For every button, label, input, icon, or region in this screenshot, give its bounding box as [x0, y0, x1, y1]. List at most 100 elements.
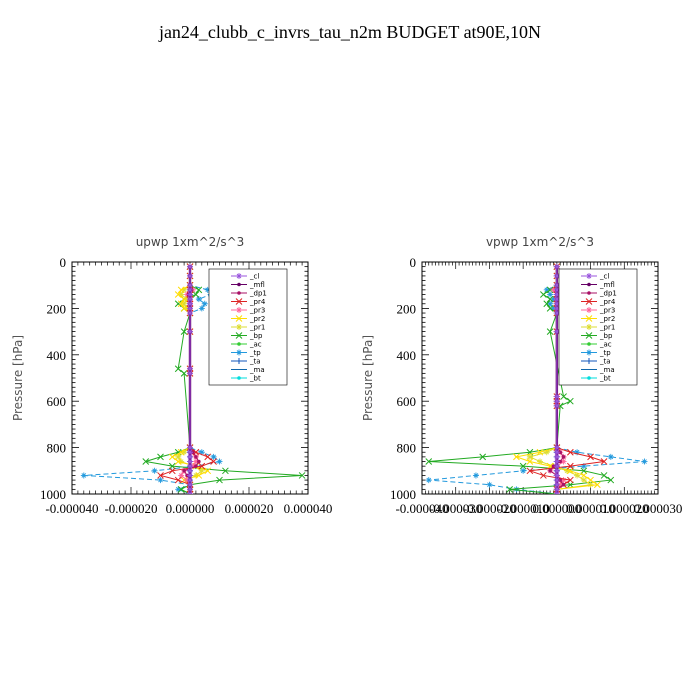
- data-point-tp: [543, 286, 550, 293]
- data-point-pr2: [204, 467, 212, 475]
- legend-box: [208, 268, 288, 386]
- data-point-pr4: [204, 453, 212, 461]
- data-point-bp: [298, 472, 306, 479]
- data-point-tp: [550, 296, 557, 303]
- data-point-bp: [566, 397, 574, 405]
- data-point-bp: [177, 486, 185, 493]
- legend-marker: [586, 349, 592, 356]
- data-point-cl: [187, 481, 193, 488]
- data-point-pr3: [560, 458, 567, 465]
- data-point-pr2: [177, 448, 185, 456]
- y-axis-label: Pressure [hPa]: [11, 335, 25, 421]
- panel-upwp: upwp 1xm^2/s^3 Pressure [hPa] 0 200 400 600 80…: [11, 235, 332, 516]
- data-point-pr1: [178, 291, 185, 298]
- data-point-tp: [486, 481, 493, 488]
- data-point-tp: [198, 305, 205, 312]
- data-point-tp: [157, 477, 164, 484]
- legend-marker: [585, 298, 593, 305]
- x-tick-label: 0.000000: [166, 501, 215, 516]
- legend-marker: [586, 358, 592, 364]
- legend-label: _bp: [599, 332, 613, 340]
- data-point-cl: [553, 282, 560, 289]
- legend-marker: [237, 376, 241, 380]
- data-point-pr4: [566, 476, 574, 484]
- data-point-cl: [553, 444, 560, 451]
- data-point-pr2: [180, 295, 188, 303]
- legend-marker: [587, 376, 591, 380]
- data-point-dp1: [194, 455, 198, 459]
- y-tick-label: 800: [397, 441, 417, 456]
- data-point-cl: [187, 282, 193, 289]
- data-point-pr1: [192, 472, 199, 479]
- legend-marker: [586, 307, 592, 313]
- data-point-bp: [425, 458, 433, 465]
- data-point-cl: [553, 463, 560, 470]
- data-point-tp: [641, 458, 648, 465]
- data-point-tp: [175, 486, 182, 493]
- data-point-pr4: [526, 467, 534, 475]
- legend-label: _ac: [249, 341, 262, 349]
- data-point-pr4: [587, 453, 594, 461]
- x-tick-label: 0.000020: [225, 501, 274, 516]
- data-point-cl: [187, 458, 193, 465]
- y-tick-label: 1000: [390, 487, 416, 502]
- y-axis-label: Pressure [hPa]: [361, 335, 375, 421]
- data-point-bp: [546, 295, 554, 303]
- data-point-pr1: [175, 453, 182, 460]
- data-point-bp: [222, 467, 229, 475]
- data-point-pr4: [174, 476, 182, 484]
- data-point-cl: [553, 467, 560, 474]
- data-point-bp: [192, 291, 200, 298]
- legend-label: _ma: [249, 366, 265, 374]
- data-point-bp: [546, 305, 554, 312]
- data-point-pr1: [587, 481, 594, 488]
- data-point-cl: [553, 286, 560, 293]
- data-point-tp: [216, 458, 223, 465]
- legend-label: _pr1: [599, 324, 615, 332]
- data-point-dp1: [194, 464, 198, 468]
- data-point-cl: [553, 453, 560, 460]
- data-point-pr4: [157, 472, 164, 479]
- legend-label: _pr3: [249, 307, 265, 315]
- data-point-tp: [198, 449, 205, 456]
- data-point-pr3: [560, 477, 567, 484]
- legend-label: _mfl: [249, 281, 265, 289]
- x-tick-label: 0.000000: [532, 501, 581, 516]
- data-point-pr2: [168, 453, 176, 461]
- legend-label: _dp1: [249, 290, 267, 298]
- legend-label: _tp: [599, 349, 611, 357]
- data-point-cl: [553, 486, 560, 493]
- legend-label: _pr2: [249, 315, 265, 323]
- x-tick-label: -0.000040: [395, 501, 448, 516]
- legend-marker: [587, 291, 591, 295]
- data-point-pr1: [181, 300, 188, 307]
- data-point-tp: [580, 463, 587, 470]
- data-point-tp: [547, 300, 554, 307]
- x-tick-label: -0.000020: [104, 501, 157, 516]
- legend-marker: [235, 332, 243, 339]
- data-point-cl: [553, 291, 560, 298]
- data-point-bp: [174, 300, 182, 308]
- data-point-cl: [553, 310, 560, 317]
- data-point-cl: [187, 286, 193, 293]
- y-tick-label: 200: [47, 301, 67, 316]
- data-point-cl: [553, 398, 560, 405]
- data-point-pr4: [198, 462, 206, 470]
- data-point-cl: [187, 486, 193, 493]
- data-point-bp: [216, 476, 223, 484]
- data-point-cl: [187, 463, 193, 470]
- data-point-bp: [479, 453, 487, 461]
- data-point-cl: [187, 444, 193, 451]
- data-point-cl: [187, 296, 193, 303]
- data-point-dp1: [561, 455, 566, 459]
- x-tick-label: 0.000030: [634, 501, 683, 516]
- legend-label: _dp1: [599, 290, 617, 298]
- data-point-bp: [174, 448, 182, 456]
- page-title: jan24_clubb_c_invrs_tau_n2m BUDGET at90E…: [158, 22, 542, 42]
- legend-label: _ma: [599, 366, 615, 374]
- legend-label: _pr2: [599, 315, 615, 323]
- y-tick-label: 200: [397, 301, 417, 316]
- panel-title: vpwp 1xm^2/s^3: [486, 235, 594, 249]
- data-point-pr1: [178, 458, 185, 465]
- data-point-dp1: [558, 459, 563, 464]
